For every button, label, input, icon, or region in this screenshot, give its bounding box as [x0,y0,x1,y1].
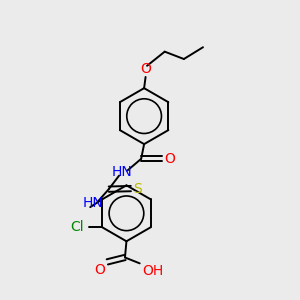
Text: OH: OH [142,264,164,278]
Text: O: O [95,263,106,277]
Text: HN: HN [82,196,103,210]
Text: S: S [133,182,142,196]
Text: O: O [164,152,175,166]
Text: O: O [140,61,151,76]
Text: HN: HN [112,165,132,179]
Text: Cl: Cl [70,220,84,234]
